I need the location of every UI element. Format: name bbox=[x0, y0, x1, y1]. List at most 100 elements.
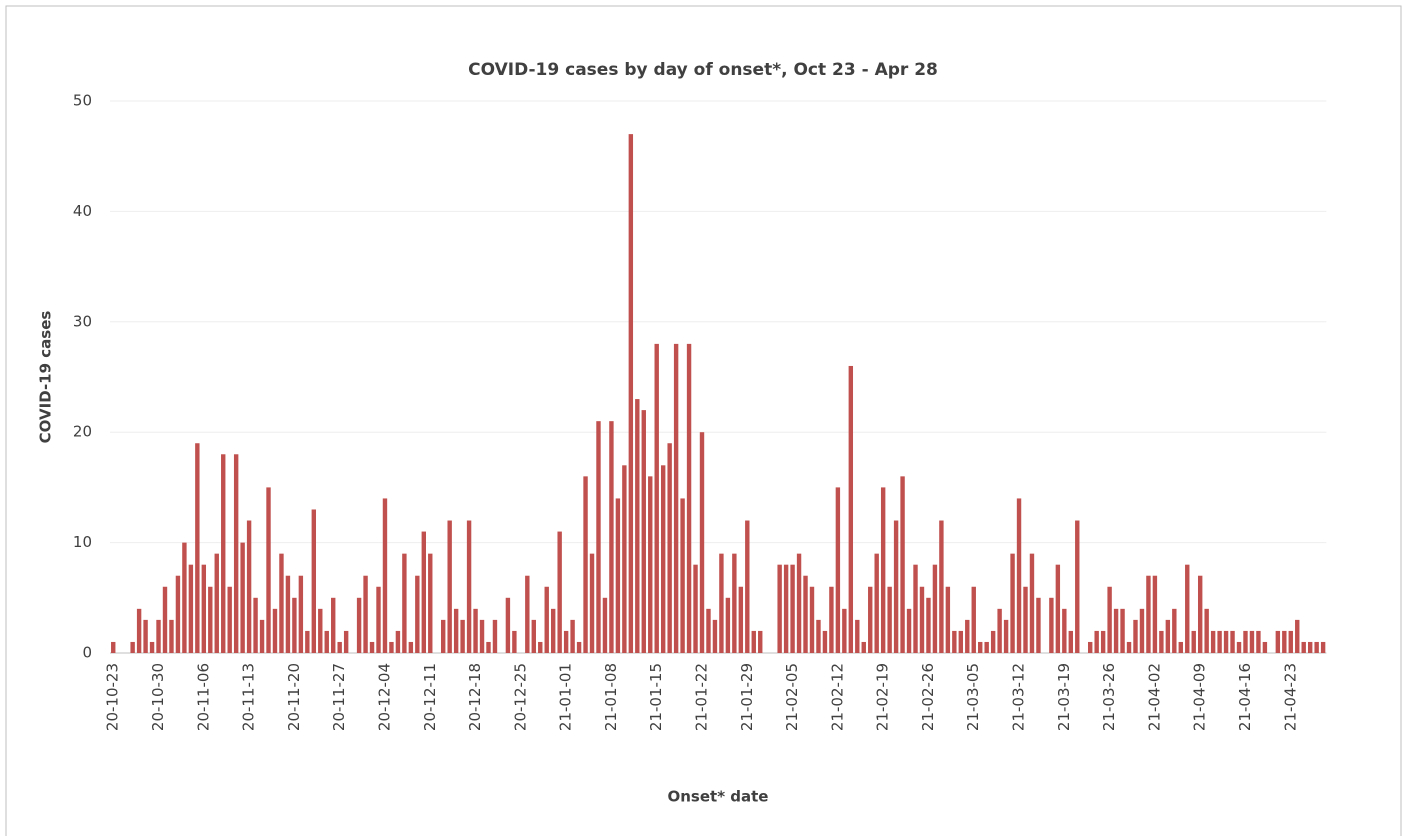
bar bbox=[1152, 575, 1158, 653]
x-tick-label: 21-03-26 bbox=[1100, 663, 1118, 731]
bar bbox=[602, 597, 608, 653]
bar bbox=[311, 509, 317, 653]
bar bbox=[1217, 630, 1222, 653]
bar bbox=[1236, 641, 1242, 653]
y-tick-label: 20 bbox=[73, 423, 92, 441]
x-tick-label: 21-01-29 bbox=[738, 663, 756, 731]
y-tick-label: 0 bbox=[82, 644, 92, 662]
bar bbox=[712, 619, 718, 653]
bar bbox=[111, 641, 116, 653]
bar bbox=[447, 520, 452, 653]
bar bbox=[990, 630, 996, 653]
bar bbox=[745, 520, 750, 653]
bar bbox=[1107, 586, 1112, 653]
x-tick-label: 21-04-09 bbox=[1191, 663, 1209, 731]
bar bbox=[408, 641, 414, 653]
x-tick-label: 21-03-19 bbox=[1055, 663, 1073, 731]
bar bbox=[1243, 630, 1248, 653]
bar bbox=[576, 641, 582, 653]
bar bbox=[648, 476, 653, 653]
bar bbox=[855, 619, 860, 653]
bar bbox=[1320, 641, 1326, 653]
bar bbox=[428, 553, 433, 653]
bar bbox=[1256, 630, 1261, 653]
bar bbox=[1159, 630, 1164, 653]
bar bbox=[188, 564, 194, 653]
bar bbox=[182, 542, 187, 653]
bar bbox=[1178, 641, 1183, 653]
bar bbox=[816, 619, 821, 653]
bar bbox=[1204, 608, 1209, 653]
bar bbox=[906, 608, 912, 653]
bar bbox=[887, 586, 892, 653]
bar bbox=[939, 520, 944, 653]
x-tick-label: 20-10-23 bbox=[104, 663, 122, 731]
bar bbox=[149, 641, 155, 653]
bar bbox=[162, 586, 168, 653]
bar bbox=[214, 553, 219, 653]
bar bbox=[1314, 641, 1319, 653]
bar bbox=[926, 597, 931, 653]
bar bbox=[1197, 575, 1203, 653]
bar bbox=[777, 564, 782, 653]
bar bbox=[201, 564, 207, 653]
x-tick-label: 20-12-25 bbox=[511, 663, 529, 731]
bar bbox=[479, 619, 485, 653]
bar bbox=[835, 487, 841, 653]
bar bbox=[531, 619, 536, 653]
bar bbox=[233, 454, 239, 653]
x-tick-label: 21-03-12 bbox=[1010, 663, 1028, 731]
bar bbox=[622, 465, 627, 653]
bar bbox=[880, 487, 886, 653]
x-tick-label: 21-03-05 bbox=[964, 663, 982, 731]
bar bbox=[512, 630, 517, 653]
bar bbox=[1023, 586, 1028, 653]
bar bbox=[486, 641, 491, 653]
bar bbox=[635, 399, 640, 653]
bar bbox=[466, 520, 472, 653]
bar bbox=[829, 586, 834, 653]
bar bbox=[693, 564, 698, 653]
bar bbox=[978, 641, 983, 653]
bar bbox=[525, 575, 530, 653]
bar bbox=[156, 619, 161, 653]
y-tick-label: 30 bbox=[73, 312, 92, 330]
bar bbox=[1139, 608, 1145, 653]
bar bbox=[945, 586, 951, 653]
bar bbox=[175, 575, 181, 653]
bar bbox=[790, 564, 795, 653]
bar bbox=[1120, 608, 1125, 653]
bar bbox=[279, 553, 284, 653]
bar bbox=[965, 619, 970, 653]
bar bbox=[1003, 619, 1009, 653]
x-tick-label: 21-01-01 bbox=[557, 663, 575, 731]
bar bbox=[654, 343, 659, 653]
x-tick-label: 21-01-22 bbox=[693, 663, 711, 731]
bar bbox=[253, 597, 258, 653]
bar bbox=[1055, 564, 1061, 653]
bar bbox=[596, 421, 601, 653]
bar bbox=[441, 619, 446, 653]
x-tick-label: 20-10-30 bbox=[149, 663, 167, 731]
bar bbox=[932, 564, 938, 653]
bar bbox=[706, 608, 711, 653]
bar bbox=[848, 365, 854, 653]
bar bbox=[719, 553, 724, 653]
bar bbox=[169, 619, 174, 653]
bar bbox=[1010, 553, 1015, 653]
bar bbox=[402, 553, 407, 653]
bar bbox=[725, 597, 731, 653]
bar bbox=[583, 476, 588, 653]
bar bbox=[415, 575, 420, 653]
bar bbox=[1062, 608, 1067, 653]
bar bbox=[732, 553, 737, 653]
bar bbox=[227, 586, 232, 653]
y-tick-label: 40 bbox=[73, 202, 92, 220]
x-tick-label: 20-12-04 bbox=[375, 663, 393, 731]
x-tick-label: 21-01-08 bbox=[602, 663, 620, 731]
bar bbox=[680, 498, 685, 653]
bar bbox=[609, 421, 614, 653]
bar bbox=[997, 608, 1002, 653]
bar bbox=[272, 608, 278, 653]
bar bbox=[208, 586, 213, 653]
